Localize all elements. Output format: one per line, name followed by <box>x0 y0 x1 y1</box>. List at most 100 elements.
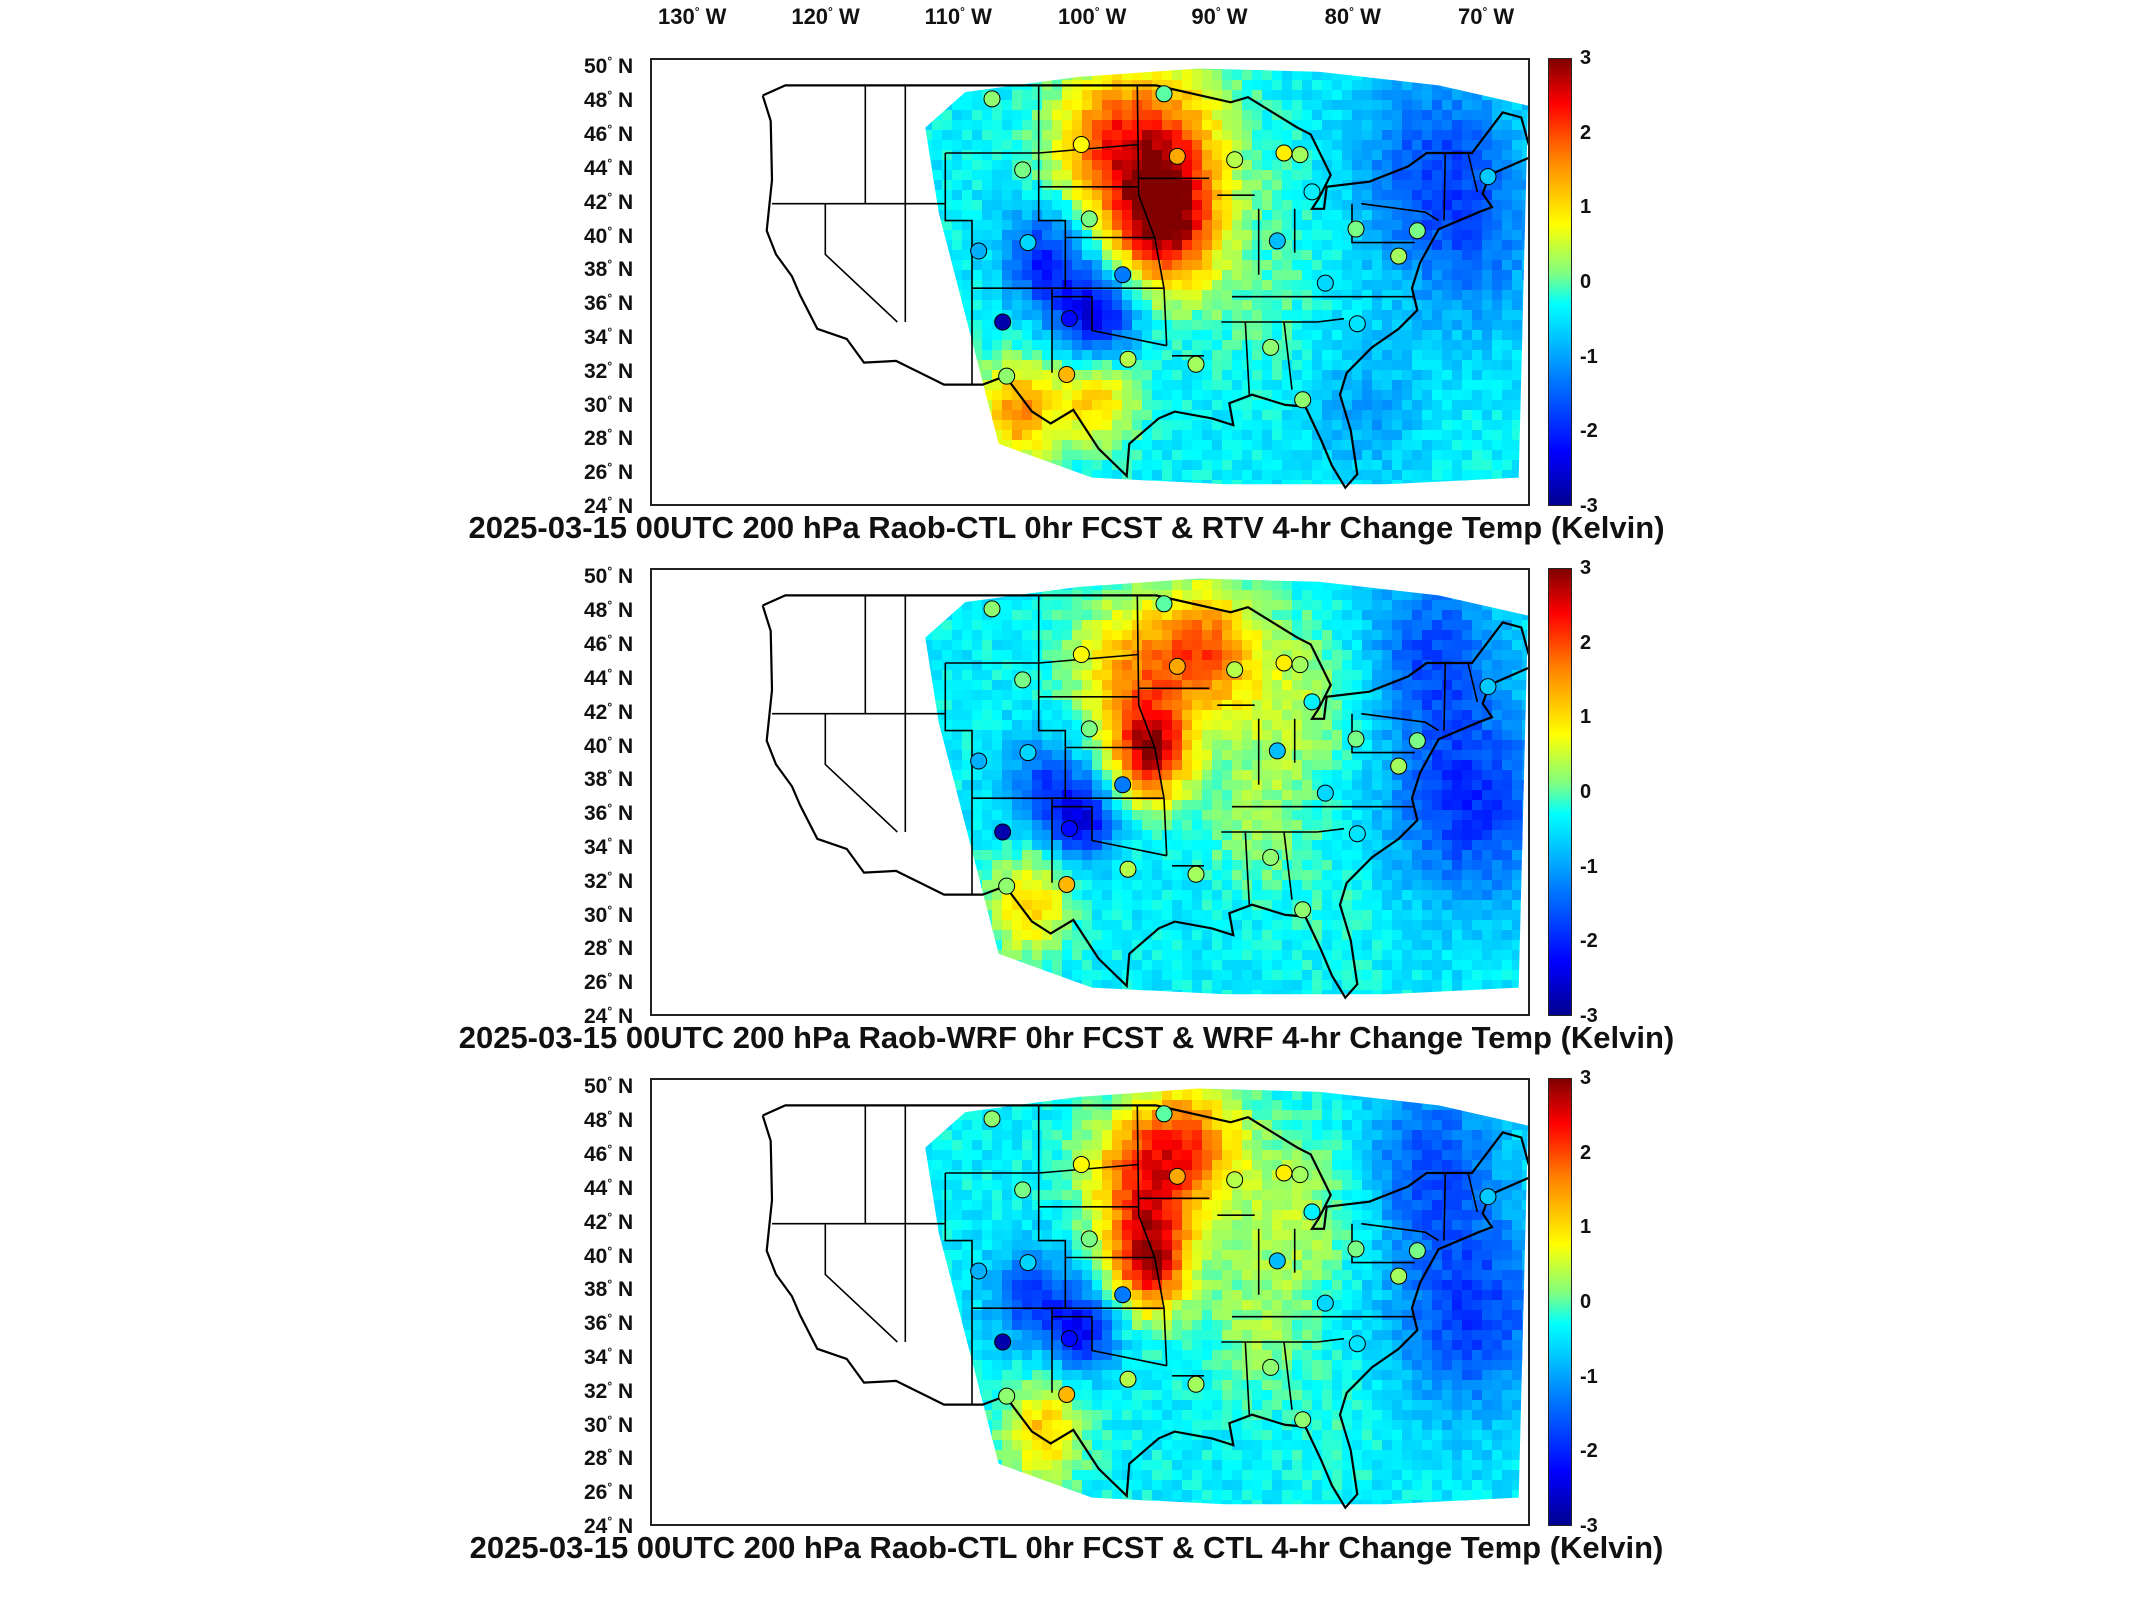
field-cell <box>1242 70 1253 81</box>
field-cell <box>1422 180 1433 191</box>
field-cell <box>1102 410 1113 421</box>
field-cell <box>662 1000 673 1011</box>
field-cell <box>1012 110 1023 121</box>
field-cell <box>1012 420 1023 431</box>
field-cell <box>732 400 743 411</box>
field-cell <box>1482 440 1493 451</box>
field-cell <box>742 730 753 741</box>
field-cell <box>1432 290 1443 301</box>
field-cell <box>842 940 853 951</box>
field-cell <box>1512 450 1523 461</box>
field-cell <box>1312 500 1323 506</box>
field-cell <box>852 880 863 891</box>
field-cell <box>1402 490 1413 501</box>
field-cell <box>742 130 753 141</box>
field-cell <box>1052 230 1063 241</box>
field-cell <box>812 770 823 781</box>
field-cell <box>1362 500 1373 506</box>
field-cell <box>882 170 893 181</box>
field-cell <box>1212 110 1223 121</box>
field-cell <box>802 980 813 991</box>
field-cell <box>832 980 843 991</box>
colorbar-tick-label: 0 <box>1580 271 1592 293</box>
field-cell <box>692 500 703 506</box>
field-cell <box>1402 450 1413 461</box>
field-cell <box>682 350 693 361</box>
field-cell <box>682 730 693 741</box>
colorbar-tick-label: 3 <box>1580 47 1592 69</box>
field-cell <box>722 720 733 731</box>
field-cell <box>972 160 983 171</box>
field-cell <box>832 500 843 506</box>
field-cell <box>782 180 793 191</box>
field-cell <box>1302 68 1313 71</box>
field-cell <box>792 690 803 701</box>
field-cell <box>712 830 723 841</box>
field-cell <box>872 340 883 351</box>
field-cell <box>852 1010 863 1016</box>
field-cell <box>882 500 893 506</box>
field-cell <box>1372 410 1383 421</box>
field-cell <box>1002 130 1013 141</box>
field-cell <box>992 190 1003 201</box>
field-cell <box>732 280 743 291</box>
field-cell <box>792 860 803 871</box>
field-cell <box>952 120 963 131</box>
field-cell <box>782 750 793 761</box>
field-cell <box>1252 480 1263 485</box>
field-cell <box>782 1000 793 1011</box>
field-cell <box>652 440 663 451</box>
field-cell <box>692 370 703 381</box>
field-cell <box>842 710 853 721</box>
field-cell <box>802 660 813 671</box>
field-cell <box>1342 80 1353 91</box>
field-cell <box>1132 180 1143 191</box>
field-cell <box>782 280 793 291</box>
field-cell <box>752 290 763 301</box>
field-cell <box>1262 270 1273 281</box>
field-cell <box>712 860 723 871</box>
field-cell <box>1092 270 1103 281</box>
field-cell <box>1422 250 1433 261</box>
field-cell <box>1382 110 1393 121</box>
field-cell <box>692 180 703 191</box>
field-cell <box>942 68 953 71</box>
field-cell <box>1002 68 1013 71</box>
field-cell <box>1042 490 1053 501</box>
field-cell <box>1402 250 1413 261</box>
field-cell <box>712 130 723 141</box>
field-cell <box>1272 80 1283 91</box>
field-cell <box>1182 68 1193 71</box>
field-cell <box>962 200 973 211</box>
field-cell <box>1002 270 1013 281</box>
field-cell <box>952 130 963 141</box>
field-cell <box>1082 500 1093 506</box>
field-cell <box>732 500 743 506</box>
field-cell <box>1212 170 1223 181</box>
field-cell <box>692 920 703 931</box>
field-cell <box>932 270 943 281</box>
field-cell <box>662 400 673 411</box>
field-cell <box>1462 100 1473 111</box>
field-cell <box>852 180 863 191</box>
field-cell <box>1062 450 1073 461</box>
field-cell <box>822 240 833 251</box>
field-cell <box>672 700 683 711</box>
field-cell <box>732 390 743 401</box>
field-cell <box>1032 440 1043 451</box>
field-cell <box>1212 130 1223 141</box>
field-cell <box>802 830 813 841</box>
field-cell <box>1452 320 1463 331</box>
field-cell <box>962 180 973 191</box>
field-cell <box>1272 360 1283 371</box>
field-cell <box>1372 350 1383 361</box>
field-cell <box>1442 210 1453 221</box>
field-cell <box>1102 360 1113 371</box>
field-cell <box>812 810 823 821</box>
field-cell <box>792 310 803 321</box>
raob-station-marker <box>1226 151 1244 169</box>
field-cell <box>1152 320 1163 331</box>
field-cell <box>1312 450 1323 461</box>
field-cell <box>812 60 823 71</box>
field-cell <box>1452 390 1463 401</box>
